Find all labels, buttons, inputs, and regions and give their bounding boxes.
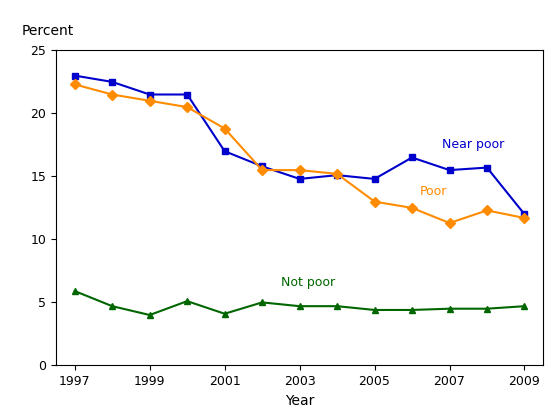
X-axis label: Year: Year [285,394,314,408]
Text: Poor: Poor [419,185,447,198]
Text: Not poor: Not poor [281,276,335,289]
Text: Percent: Percent [22,24,74,38]
Text: Near poor: Near poor [442,139,504,151]
